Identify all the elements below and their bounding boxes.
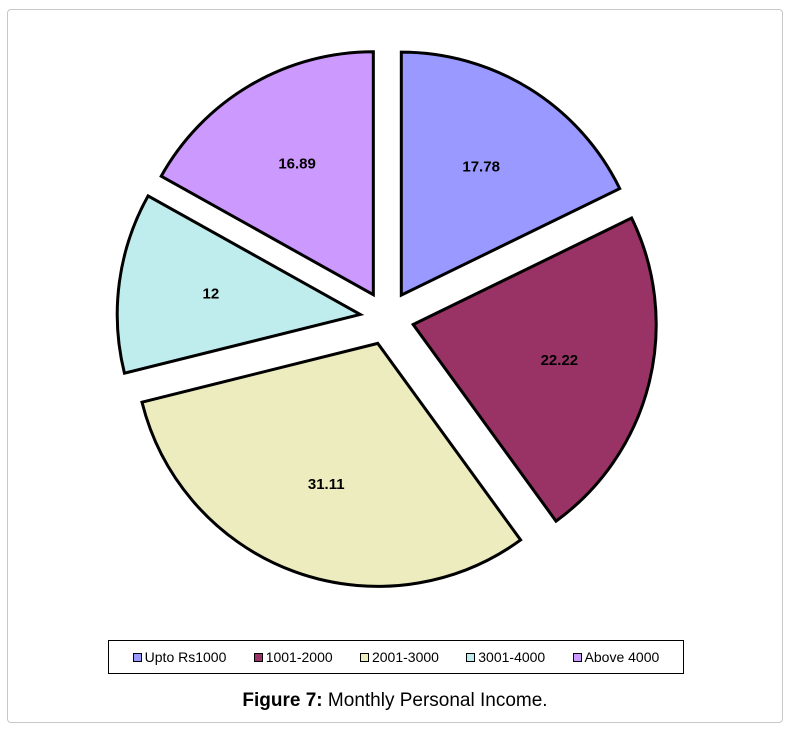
legend-item-2: 2001-3000 xyxy=(359,649,439,665)
slice-value-label-2: 31.11 xyxy=(308,476,345,493)
legend-item-4: Above 4000 xyxy=(572,649,660,665)
legend-label-2: 2001-3000 xyxy=(371,649,439,665)
pie-slice-1 xyxy=(410,216,658,524)
pie-slice-2 xyxy=(140,341,523,588)
chart-legend: Upto Rs1000 1001-2000 2001-3000 3001-4000 Ab… xyxy=(108,640,684,674)
slice-value-label-1: 22.22 xyxy=(541,352,579,369)
legend-swatch-3 xyxy=(466,652,476,662)
pie-slice-3 xyxy=(115,193,365,376)
slice-value-label-0: 17.78 xyxy=(462,158,500,175)
pie-slice-0 xyxy=(399,50,622,298)
legend-swatch-2 xyxy=(359,652,369,662)
legend-label-0: Upto Rs1000 xyxy=(144,649,227,665)
figure-caption: Figure 7: Monthly Personal Income. xyxy=(0,690,790,712)
figure-label: Figure 7: xyxy=(242,690,323,711)
legend-label-1: 1001-2000 xyxy=(265,649,333,665)
slice-value-label-3: 12 xyxy=(203,285,220,302)
legend-swatch-0 xyxy=(132,652,142,662)
pie-slice-4 xyxy=(159,50,375,298)
legend-item-1: 1001-2000 xyxy=(253,649,333,665)
legend-swatch-1 xyxy=(253,652,263,662)
legend-swatch-4 xyxy=(572,652,582,662)
legend-item-3: 3001-4000 xyxy=(466,649,545,665)
legend-label-3: 3001-4000 xyxy=(478,649,546,665)
slice-value-label-4: 16.89 xyxy=(278,156,316,173)
legend-item-0: Upto Rs1000 xyxy=(132,649,227,665)
figure-title: Monthly Personal Income. xyxy=(322,690,548,711)
legend-label-4: Above 4000 xyxy=(584,649,660,665)
